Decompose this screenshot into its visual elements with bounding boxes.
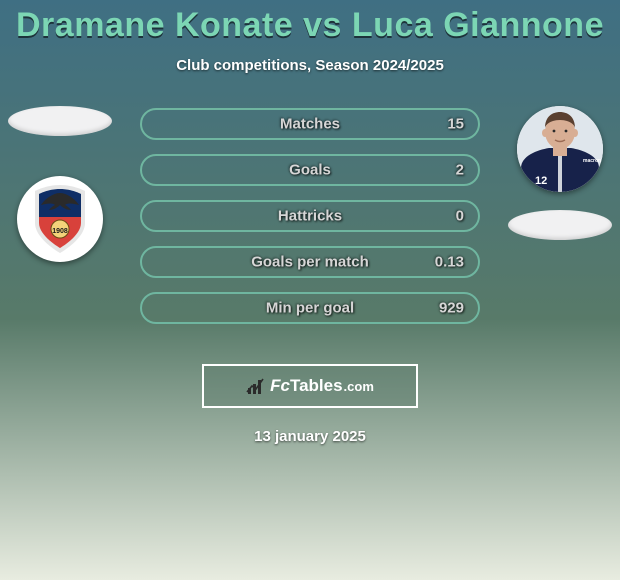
stat-bar: Min per goal 929 [140, 292, 480, 324]
stat-value: 0.13 [435, 254, 464, 271]
stat-label: Min per goal [266, 300, 354, 317]
stat-bar: Matches 15 [140, 108, 480, 140]
stat-label: Goals [289, 162, 331, 179]
brand-text: Fc Tables .com [270, 376, 374, 396]
stat-bar: Goals 2 [140, 154, 480, 186]
page-title: Dramane Konate vs Luca Giannone [0, 6, 620, 45]
svg-text:macron: macron [583, 158, 601, 164]
right-player-photo: 12 macron [517, 106, 603, 192]
club-crest-svg: 1908 [29, 183, 91, 255]
brand-fc: Fc [270, 376, 290, 396]
stat-value: 2 [456, 162, 464, 179]
comparison-area: 1908 [0, 108, 620, 348]
player-photo-svg: 12 macron [517, 106, 603, 192]
date-text: 13 january 2025 [0, 428, 620, 445]
brand-tables: Tables [290, 376, 343, 396]
brand-dotcom: .com [344, 379, 374, 394]
stat-value: 929 [439, 300, 464, 317]
svg-text:12: 12 [535, 175, 547, 187]
svg-text:1908: 1908 [52, 228, 68, 235]
right-club-crest-placeholder [508, 210, 612, 240]
bar-chart-icon [246, 376, 266, 396]
stat-label: Goals per match [251, 254, 369, 271]
left-club-crest: 1908 [17, 176, 103, 262]
stat-bars: Matches 15 Goals 2 Hattricks 0 Goals per match… [140, 108, 480, 324]
stat-value: 15 [447, 116, 464, 133]
stat-label: Hattricks [278, 208, 342, 225]
stat-label: Matches [280, 116, 340, 133]
left-player-photo-placeholder [8, 106, 112, 136]
left-player-column: 1908 [0, 108, 120, 262]
subtitle: Club competitions, Season 2024/2025 [0, 57, 620, 74]
stat-value: 0 [456, 208, 464, 225]
brand-box[interactable]: Fc Tables .com [202, 364, 418, 408]
stat-bar: Goals per match 0.13 [140, 246, 480, 278]
right-player-column: 12 macron [500, 108, 620, 240]
stat-bar: Hattricks 0 [140, 200, 480, 232]
